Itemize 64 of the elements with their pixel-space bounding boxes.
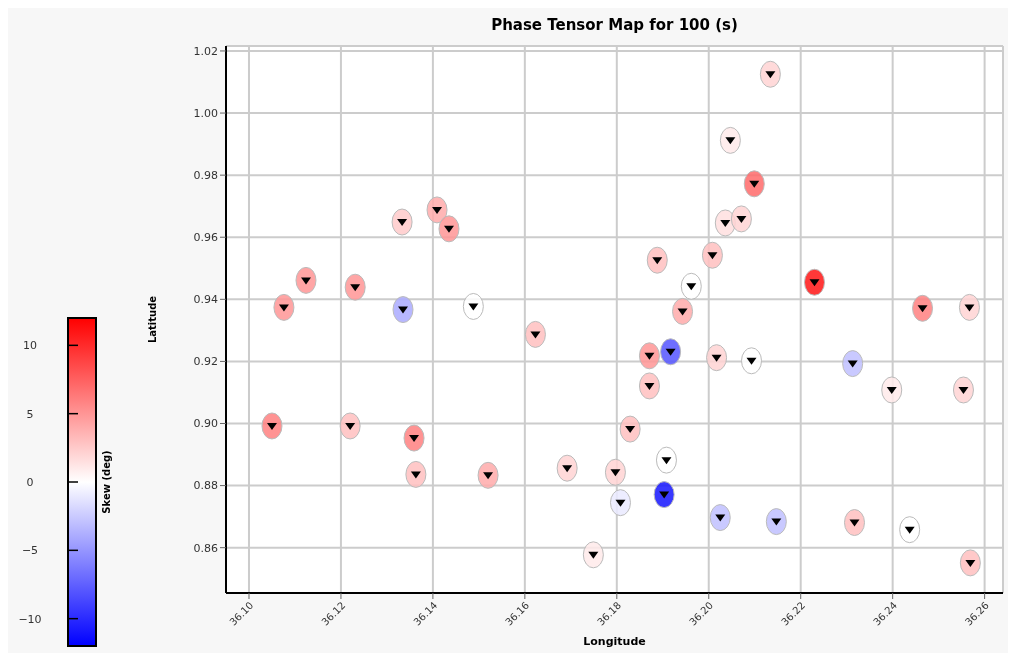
y-tick-label: 1.02 — [193, 44, 218, 58]
point — [261, 412, 283, 440]
point — [339, 412, 361, 440]
point — [426, 196, 448, 224]
point — [701, 241, 723, 269]
point — [462, 292, 484, 320]
point — [680, 272, 702, 300]
point — [438, 215, 460, 243]
point — [604, 458, 626, 486]
point — [609, 489, 631, 517]
point — [405, 460, 427, 488]
y-tick-label: 0.86 — [193, 541, 218, 555]
point — [344, 273, 366, 301]
point — [804, 268, 825, 296]
point — [899, 516, 921, 544]
point — [881, 376, 903, 404]
point — [556, 454, 578, 482]
point — [912, 294, 934, 322]
point — [524, 320, 546, 348]
point — [582, 541, 604, 569]
y-tick-label: 0.88 — [193, 479, 218, 493]
point — [706, 344, 728, 372]
y-tick-label: 0.98 — [193, 169, 218, 183]
point — [952, 376, 974, 404]
point — [709, 504, 731, 532]
point — [765, 508, 787, 536]
y-axis-title: Latitude — [146, 295, 158, 344]
color-bar-label: 5 — [26, 407, 34, 421]
point — [653, 481, 675, 509]
point — [392, 296, 414, 324]
chart-title: Phase Tensor Map for 100 (s) — [490, 16, 739, 34]
point — [672, 297, 694, 325]
point — [638, 342, 660, 370]
point — [655, 446, 677, 474]
y-tick-label: 0.92 — [193, 355, 218, 369]
point — [959, 549, 981, 577]
point — [477, 461, 499, 489]
point — [660, 338, 682, 366]
point — [391, 208, 413, 236]
y-tick-label: 0.90 — [193, 417, 218, 431]
point — [743, 170, 765, 198]
color-bar-label: −5 — [21, 544, 39, 558]
point — [403, 424, 425, 452]
color-bar-label: 0 — [26, 476, 34, 489]
point — [719, 126, 741, 154]
x-axis-title: Longitude — [583, 635, 646, 648]
point — [619, 415, 641, 443]
point — [741, 347, 763, 375]
point — [714, 209, 736, 237]
y-tick-label: 1.00 — [193, 106, 218, 120]
point — [759, 60, 781, 88]
point — [273, 293, 295, 321]
color-bar-label: −10 — [18, 612, 42, 626]
point — [295, 266, 317, 294]
y-tick-label: 0.96 — [193, 231, 218, 245]
point — [844, 509, 865, 537]
point — [958, 293, 980, 321]
point — [638, 372, 660, 400]
point — [842, 350, 864, 378]
point — [646, 246, 668, 274]
color-bar-label: 10 — [23, 339, 37, 353]
color-bar-title: Skew (deg) — [101, 450, 112, 514]
point — [730, 205, 752, 233]
y-tick-label: 0.94 — [193, 293, 218, 307]
